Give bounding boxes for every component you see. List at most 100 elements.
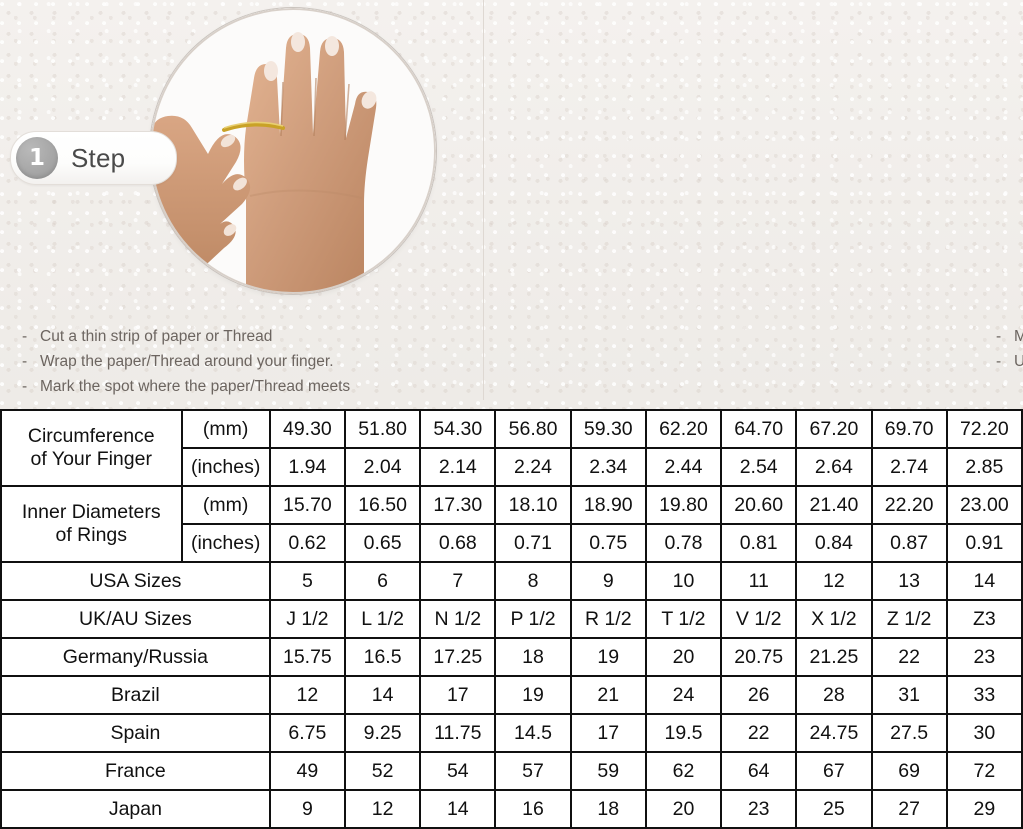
step-1-number: 1 bbox=[16, 137, 58, 179]
data-cell: 17 bbox=[419, 675, 497, 715]
table-row: UK/AU Sizes J 1/2 L 1/2 N 1/2 P 1/2 R 1/… bbox=[0, 599, 1023, 639]
data-cell: 0.71 bbox=[494, 523, 572, 563]
unit-cell: (mm) bbox=[180, 409, 271, 449]
data-cell: 62 bbox=[644, 751, 723, 791]
data-cell: 2.54 bbox=[720, 447, 798, 487]
table-row: Inner Diameters of Rings (mm) 15.70 16.5… bbox=[0, 485, 1023, 563]
data-cell: 22 bbox=[870, 637, 948, 677]
steps-section: 1 Step - Cut a thin strip of paper or Th… bbox=[0, 0, 1023, 408]
step-2-instructions: - Measure the length of the thread with … bbox=[996, 324, 1023, 374]
data-cell: 20.75 bbox=[720, 637, 798, 677]
data-cell: 31 bbox=[870, 675, 948, 715]
instruction-text: Wrap the paper/Thread around your finger… bbox=[40, 353, 334, 370]
row-label-circumference: Circumference of Your Finger bbox=[0, 409, 183, 487]
data-cell: 6 bbox=[343, 561, 422, 601]
data-cell: 22 bbox=[720, 713, 798, 753]
data-cell: 54 bbox=[419, 751, 497, 791]
data-cell: R 1/2 bbox=[569, 599, 647, 639]
data-cell: 0.75 bbox=[569, 523, 647, 563]
data-cell: X 1/2 bbox=[795, 599, 873, 639]
data-cell: 23.00 bbox=[945, 485, 1023, 525]
data-cell: 52 bbox=[343, 751, 422, 791]
data-cell: 17.25 bbox=[419, 637, 497, 677]
data-cell: 17.30 bbox=[419, 485, 497, 525]
unit-cell: (inches) bbox=[180, 523, 271, 563]
data-cell: 21.25 bbox=[795, 637, 873, 677]
data-cell: 22.20 bbox=[870, 485, 948, 525]
table-row: Circumference of Your Finger (mm) 49.30 … bbox=[0, 409, 1023, 487]
data-cell: 21 bbox=[569, 675, 647, 715]
data-cell: 8 bbox=[494, 561, 572, 601]
data-cell: 67 bbox=[795, 751, 873, 791]
bullet-dash: - bbox=[22, 328, 28, 345]
table-row: Japan 9 12 14 16 18 20 23 25 27 29 bbox=[0, 789, 1023, 829]
data-cell: 0.62 bbox=[268, 523, 346, 563]
data-cell: L 1/2 bbox=[343, 599, 422, 639]
data-cell: 9 bbox=[268, 789, 346, 829]
data-cell: 27 bbox=[870, 789, 948, 829]
data-cell: J 1/2 bbox=[268, 599, 346, 639]
data-cell: 72.20 bbox=[945, 409, 1023, 449]
data-cell: 2.24 bbox=[494, 447, 572, 487]
instruction-text: Use the following chart to determine you… bbox=[1014, 353, 1023, 370]
data-cell: 56.80 bbox=[494, 409, 572, 449]
data-cell: 5 bbox=[268, 561, 346, 601]
row-label-uk-au-sizes: UK/AU Sizes bbox=[0, 599, 271, 639]
instruction-line: - Mark the spot where the paper/Thread m… bbox=[22, 374, 350, 399]
instruction-text: Cut a thin strip of paper or Thread bbox=[40, 328, 273, 345]
bullet-dash: - bbox=[996, 353, 1002, 370]
row-label-line-1: Circumference bbox=[27, 425, 155, 447]
bullet-dash: - bbox=[996, 328, 1002, 345]
row-label-spain: Spain bbox=[0, 713, 271, 753]
data-cell: 2.14 bbox=[419, 447, 497, 487]
data-cell: 19.80 bbox=[644, 485, 723, 525]
data-cell: 20 bbox=[644, 789, 723, 829]
data-cell: 21.40 bbox=[795, 485, 873, 525]
data-cell: 14 bbox=[343, 675, 422, 715]
data-cell: 49.30 bbox=[268, 409, 346, 449]
data-cell: 18 bbox=[569, 789, 647, 829]
data-cell: 11.75 bbox=[419, 713, 497, 753]
data-cell: 18.90 bbox=[569, 485, 647, 525]
data-cell: 23 bbox=[945, 637, 1023, 677]
data-cell: 17 bbox=[569, 713, 647, 753]
data-cell: 12 bbox=[343, 789, 422, 829]
table-row: (inches) 1.94 2.04 2.14 2.24 2.34 2.44 2… bbox=[1, 447, 1023, 487]
data-cell: 51.80 bbox=[343, 409, 422, 449]
row-label-line-2: of Rings bbox=[55, 524, 128, 546]
data-cell: V 1/2 bbox=[720, 599, 798, 639]
data-cell: 62.20 bbox=[644, 409, 723, 449]
row-label-france: France bbox=[0, 751, 271, 791]
data-cell: 29 bbox=[945, 789, 1023, 829]
data-cell: 27.5 bbox=[870, 713, 948, 753]
data-cell: 64 bbox=[720, 751, 798, 791]
data-cell: 20 bbox=[644, 637, 723, 677]
data-cell: 1.94 bbox=[268, 447, 346, 487]
data-cell: 20.60 bbox=[720, 485, 798, 525]
data-cell: 2.44 bbox=[644, 447, 723, 487]
bullet-dash: - bbox=[22, 353, 28, 370]
data-cell: T 1/2 bbox=[644, 599, 723, 639]
data-cell: 67.20 bbox=[795, 409, 873, 449]
data-cell: 18 bbox=[494, 637, 572, 677]
data-cell: 19.5 bbox=[644, 713, 723, 753]
data-cell: 14 bbox=[419, 789, 497, 829]
step-2-panel: 1 2 3 2 Step - Measure the length of the… bbox=[484, 0, 1023, 408]
data-cell: 0.81 bbox=[720, 523, 798, 563]
data-cell: 59 bbox=[569, 751, 647, 791]
instruction-text: Measure the length of the thread with yo… bbox=[1014, 328, 1023, 345]
data-cell: 19 bbox=[569, 637, 647, 677]
data-cell: 12 bbox=[795, 561, 873, 601]
data-cell: 16 bbox=[494, 789, 572, 829]
unit-cell: (mm) bbox=[180, 485, 271, 525]
data-cell: 10 bbox=[644, 561, 723, 601]
data-cell: 2.74 bbox=[870, 447, 948, 487]
data-cell: 0.78 bbox=[644, 523, 723, 563]
hand-with-thread-photo bbox=[150, 8, 436, 294]
data-cell: 9.25 bbox=[343, 713, 422, 753]
step-1-badge-pill: 1 Step bbox=[10, 131, 177, 185]
data-cell: 19 bbox=[494, 675, 572, 715]
data-cell: 0.87 bbox=[870, 523, 948, 563]
data-cell: 23 bbox=[720, 789, 798, 829]
row-label-line-2: of Your Finger bbox=[30, 448, 152, 470]
